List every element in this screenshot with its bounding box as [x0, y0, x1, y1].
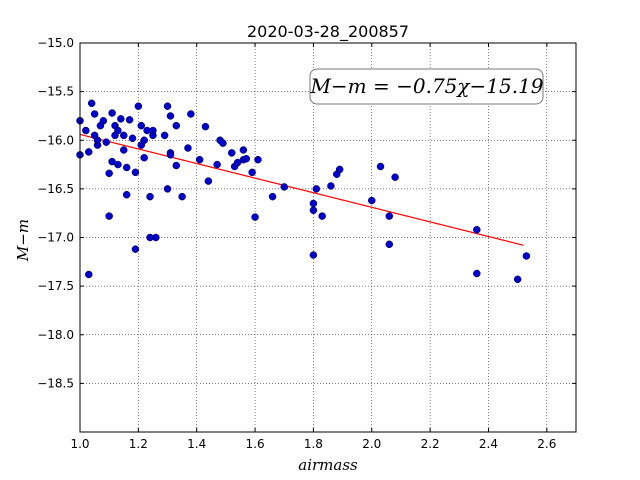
data-point [87, 99, 96, 108]
x-tick-label: 1.6 [246, 437, 265, 451]
data-point [120, 131, 128, 140]
data-point [473, 225, 481, 234]
annotation-text: M−m = −0.75χ−15.19 [309, 74, 543, 98]
x-tick-label: 1.4 [187, 437, 206, 451]
data-point [105, 169, 113, 178]
data-point [117, 115, 125, 123]
data-point [268, 192, 277, 201]
chart-title: 2020-03-28_200857 [247, 22, 409, 42]
x-axis-title: airmass [298, 456, 358, 474]
x-tick-label: 2.0 [362, 437, 381, 451]
y-axis-title: M−m [14, 219, 32, 262]
x-tick-label: 2.2 [421, 437, 440, 451]
data-point [172, 161, 181, 170]
data-point [125, 116, 134, 124]
data-point [178, 192, 186, 201]
fit-line-group [79, 133, 524, 246]
data-point [99, 117, 108, 125]
data-point [335, 165, 344, 174]
data-point [242, 154, 251, 163]
y-tick-label: −17.0 [37, 231, 74, 245]
data-point [473, 269, 481, 278]
data-point [166, 112, 175, 120]
x-tick-label: 1.0 [70, 437, 89, 451]
y-tick-label: −17.5 [37, 279, 74, 293]
data-point [309, 251, 318, 259]
data-point [85, 270, 93, 279]
data-point [131, 245, 140, 253]
data-point [140, 154, 148, 162]
data-point [376, 162, 385, 171]
fit-equation-annotation: M−m = −0.75χ−15.19 [309, 68, 544, 105]
data-point [195, 155, 204, 164]
data-point [163, 102, 172, 110]
data-point [201, 122, 210, 131]
y-tick-label: −18.5 [37, 376, 74, 390]
data-point [152, 233, 160, 242]
data-point [90, 110, 99, 118]
y-tick-label: −18.0 [37, 328, 74, 342]
x-tick-label: 1.2 [129, 437, 148, 451]
data-point [122, 163, 131, 172]
y-tick-label: −16.0 [37, 133, 74, 147]
y-tick-label: −15.0 [37, 36, 74, 50]
data-point [105, 212, 113, 220]
data-point [219, 139, 227, 147]
data-point [114, 126, 122, 135]
data-point [312, 185, 321, 193]
data-point [187, 110, 195, 118]
data-point [513, 275, 522, 284]
data-point [149, 126, 157, 135]
data-point [251, 213, 259, 221]
y-tick-label: −16.5 [37, 182, 74, 196]
x-tick-label: 2.6 [537, 437, 556, 451]
data-point [368, 196, 376, 205]
data-point [522, 252, 531, 260]
data-point [248, 168, 256, 177]
data-point [204, 177, 213, 185]
data-point [213, 160, 221, 169]
data-point [120, 146, 128, 154]
data-point [160, 131, 169, 140]
data-point [172, 121, 181, 130]
y-tick-label: −15.5 [37, 85, 74, 99]
annotation-box [309, 68, 544, 105]
data-point [227, 149, 236, 157]
data-point [309, 206, 318, 215]
data-point [318, 212, 326, 220]
data-point [239, 146, 248, 154]
x-tick-label: 1.8 [304, 437, 323, 451]
data-point [385, 240, 394, 249]
data-point [137, 121, 146, 130]
fit-line [79, 133, 524, 246]
data-point [254, 155, 262, 164]
data-point [114, 160, 122, 169]
data-point [184, 144, 192, 152]
data-point [108, 109, 116, 117]
data-point [163, 185, 172, 193]
data-point [131, 168, 140, 177]
data-point [166, 151, 175, 159]
data-point [93, 136, 102, 144]
data-point [391, 173, 399, 181]
data-point [102, 138, 111, 146]
data-point [280, 183, 288, 191]
data-point [385, 212, 394, 220]
data-point [309, 199, 318, 208]
data-points [76, 99, 531, 284]
axis-ticks: 1.0 1.2 1.4 1.6 1.8 2.0 2.2 2.4 2.6 −15.0 −15.5 −16… [37, 36, 576, 451]
data-point [85, 148, 93, 156]
data-point [82, 126, 90, 135]
data-point [140, 136, 148, 144]
data-point [128, 134, 137, 143]
data-point [146, 192, 154, 201]
data-point [134, 102, 143, 110]
data-point [327, 182, 335, 190]
x-tick-label: 2.4 [479, 437, 498, 451]
data-point [122, 190, 131, 199]
